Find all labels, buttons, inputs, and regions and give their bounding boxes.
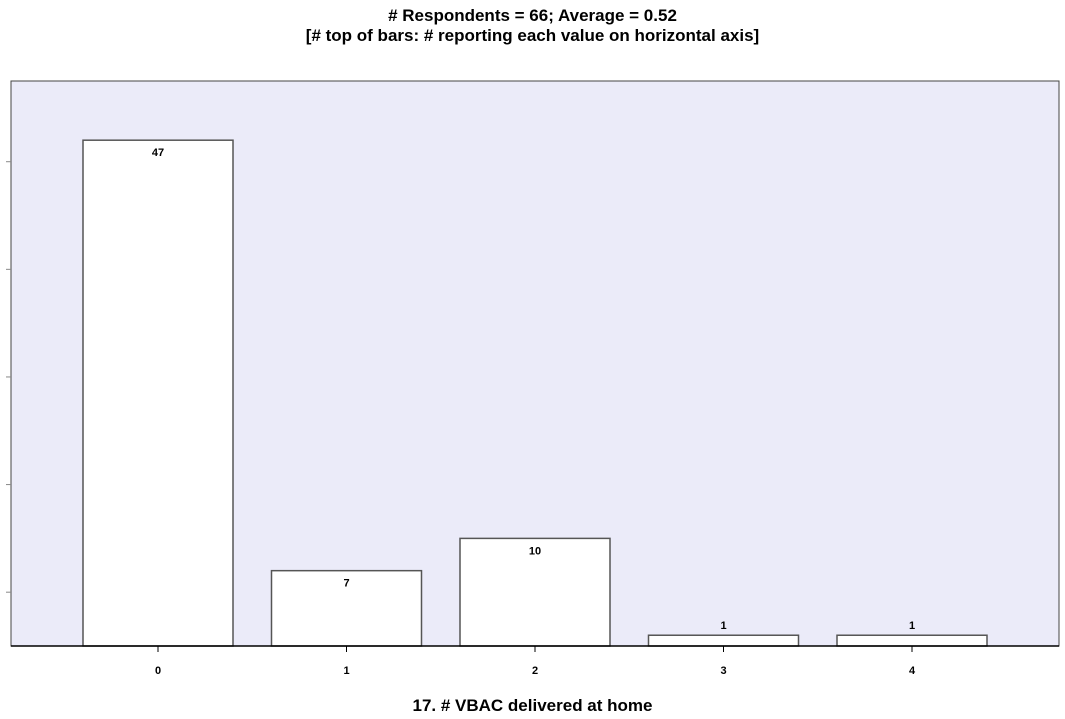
bars-layer	[82, 139, 988, 647]
chart-title-block: # Respondents = 66; Average = 0.52 [# to…	[0, 6, 1065, 46]
data-label-4: 1	[909, 620, 915, 632]
data-labels-layer: 47 7 10 1 1	[152, 147, 915, 632]
chart-subtitle: [# top of bars: # reporting each value o…	[305, 26, 760, 45]
x-tick-label-3: 3	[720, 665, 726, 677]
x-tick-label-0: 0	[155, 665, 161, 677]
chart-title: # Respondents = 66; Average = 0.52	[388, 6, 677, 25]
data-label-2: 10	[529, 545, 541, 557]
x-tick-label-4: 4	[909, 665, 916, 677]
data-label-3: 1	[720, 620, 726, 632]
x-axis-label: 17. # VBAC delivered at home	[412, 696, 653, 715]
axes-layer: 0 1 2 3 4	[6, 161, 1059, 677]
data-label-0: 47	[152, 147, 164, 159]
bar-4	[836, 634, 988, 647]
bar-0	[82, 139, 234, 647]
x-tick-label-1: 1	[343, 665, 349, 677]
bar-2	[459, 537, 611, 647]
x-tick-label-2: 2	[532, 665, 538, 677]
data-label-1: 7	[343, 578, 349, 590]
bar-3	[647, 634, 800, 647]
bar-1	[270, 569, 423, 647]
